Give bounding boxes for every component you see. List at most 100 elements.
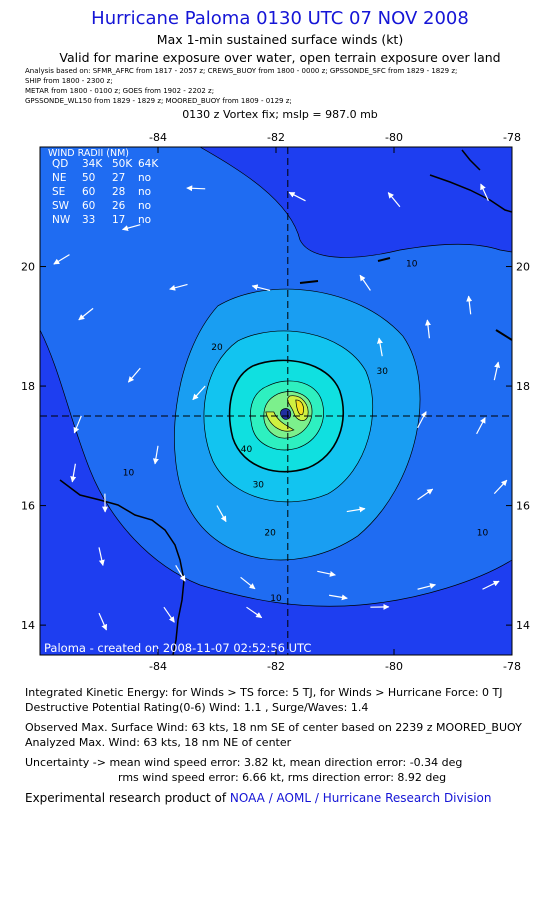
y-tick-label-left: 20 (21, 261, 35, 274)
contour-label: 10 (270, 594, 282, 604)
wind-vector-arrow (482, 580, 500, 590)
y-tick-label-left: 14 (21, 619, 35, 632)
wind-vector-arrow (317, 570, 336, 577)
wind-vector-arrow (476, 417, 486, 435)
wind-vector-arrow (240, 576, 256, 590)
wind-radii-cell: 33 (82, 214, 95, 226)
uncertainty-line: Uncertainty -> mean wind speed error: 3.… (25, 756, 463, 769)
wind-vector-arrow (493, 361, 501, 381)
x-tick-label-top: -78 (503, 131, 521, 144)
wind-radii-cell: no (138, 186, 151, 198)
wind-vector-arrow (417, 488, 434, 501)
wind-radii-cell: 27 (112, 172, 125, 184)
wind-field-map: 10 10 10 10 20 20 30 30 40 WIND RADII (NM) QD 34… (21, 131, 530, 673)
x-tick-label-top: -84 (149, 131, 167, 144)
wind-vector-arrow (424, 319, 431, 339)
dpr-line: Destructive Potential Rating(0-6) Wind: … (25, 701, 369, 714)
hrd-link[interactable]: NOAA / AOML / Hurricane Research Divisio… (229, 791, 492, 805)
credit-line: Experimental research product of NOAA / … (25, 791, 491, 805)
wind-vector-arrow (73, 415, 82, 434)
wind-vector-arrow (53, 254, 70, 265)
wind-radii-cell: no (138, 200, 151, 212)
wind-vector-arrow (493, 479, 508, 495)
wind-vector-arrow (466, 295, 473, 315)
wind-vector-arrow (186, 185, 206, 192)
analyzed-max-line: Analyzed Max. Wind: 63 kts, 18 nm NE of … (25, 736, 292, 749)
wind-radii-header: 50K (112, 158, 133, 170)
x-tick-label-bottom: -82 (267, 660, 285, 673)
wind-radii-cell: NE (52, 172, 67, 184)
wind-vector-arrow (329, 594, 348, 601)
x-tick-label-top: -80 (385, 131, 403, 144)
credit-prefix: Experimental research product of (25, 791, 230, 805)
wind-vector-arrow (417, 583, 436, 590)
wind-vector-arrow (480, 183, 489, 202)
wind-vector-arrow (169, 283, 188, 291)
wind-vector-arrow (246, 606, 263, 619)
wind-vector-arrow (288, 191, 306, 202)
wind-vector-arrow (192, 385, 206, 401)
map-credit: Paloma - created on 2008-11-07 02:52:56 … (44, 641, 311, 655)
wind-vector-arrow (346, 506, 366, 513)
wind-vector-arrow (98, 612, 107, 631)
uncertainty-rms-line: rms wind speed error: 6.66 kt, rms direc… (118, 771, 447, 784)
y-tick-label-left: 18 (21, 380, 35, 393)
analysis-source-line: SHIP from 1800 - 2300 z; (25, 77, 113, 85)
contour-band-60 (295, 399, 304, 416)
wind-radii-cell: 60 (82, 200, 95, 212)
wind-vector-arrow (163, 606, 175, 623)
ike-line: Integrated Kinetic Energy: for Winds > T… (25, 686, 503, 699)
wind-vector-arrow (216, 505, 227, 523)
contour-labels: 10 10 10 10 20 20 30 30 40 (123, 260, 489, 605)
contour-label: 10 (477, 528, 489, 538)
central-america-coastline (59, 479, 185, 655)
wind-radii-cell: 28 (112, 186, 125, 198)
wind-vector-arrow (127, 367, 141, 383)
wind-vector-arrow (175, 565, 186, 582)
x-tick-label-bottom: -80 (385, 660, 403, 673)
wind-radii-title: WIND RADII (NM) (48, 148, 129, 159)
jamaica (495, 329, 512, 341)
y-tick-label-right: 18 (516, 380, 530, 393)
y-tick-label-right: 20 (516, 261, 530, 274)
wind-vector-arrow (152, 445, 159, 465)
contour-label: 20 (264, 528, 276, 538)
wind-radii-cell: 17 (112, 214, 125, 226)
analysis-source-line: METAR from 1800 - 0100 z; GOES from 1902… (25, 87, 215, 95)
cuba-coastline (429, 149, 512, 213)
wind-radii-header: QD (52, 158, 68, 170)
cayman-islands (299, 257, 391, 284)
contour-band-55 (265, 411, 295, 432)
wind-vector-arrow (359, 274, 371, 291)
wind-radii-header: 64K (138, 158, 159, 170)
contour-label: 20 (211, 343, 223, 353)
valid-for-note: Valid for marine exposure over water, op… (59, 50, 501, 65)
wind-radii-cell: no (138, 214, 151, 226)
analysis-source-line: Analysis based on: SFMR_AFRC from 1817 -… (25, 67, 458, 75)
chart-title: Hurricane Paloma 0130 UTC 07 NOV 2008 (91, 8, 469, 29)
chart-subtitle: Max 1-min sustained surface winds (kt) (156, 32, 404, 47)
wind-radii-cell: SE (52, 186, 65, 198)
y-tick-label-right: 14 (516, 619, 530, 632)
wind-radii-cell: SW (52, 200, 70, 212)
wind-vectors (53, 183, 508, 631)
wind-vector-arrow (387, 192, 401, 208)
y-tick-label-right: 16 (516, 500, 530, 513)
wind-vector-arrow (78, 307, 94, 321)
wind-radii-header: 34K (82, 158, 103, 170)
land-outline (59, 149, 512, 655)
wind-radii-cell: 26 (112, 200, 126, 212)
contour-label: 10 (123, 469, 135, 479)
wind-vector-arrow (98, 547, 105, 566)
contour-label: 40 (241, 445, 253, 455)
analysis-source-line: GPSSONDE_WL150 from 1829 - 1829 z; MOORE… (25, 97, 292, 105)
y-tick-label-left: 16 (21, 500, 35, 513)
x-tick-label-top: -82 (267, 131, 285, 144)
x-tick-label-bottom: -78 (503, 660, 521, 673)
wind-radii-cell: 50 (82, 172, 95, 184)
axis-ticks: -84 -84 -82 -82 -80 -80 -78 -78 14 14 16 16 18 18 20 20 (21, 131, 530, 673)
vortex-fix: 0130 z Vortex fix; mslp = 987.0 mb (182, 108, 378, 121)
contour-label: 10 (406, 260, 418, 270)
wind-radii-cell: no (138, 172, 151, 184)
wind-radii-cell: NW (52, 214, 71, 226)
